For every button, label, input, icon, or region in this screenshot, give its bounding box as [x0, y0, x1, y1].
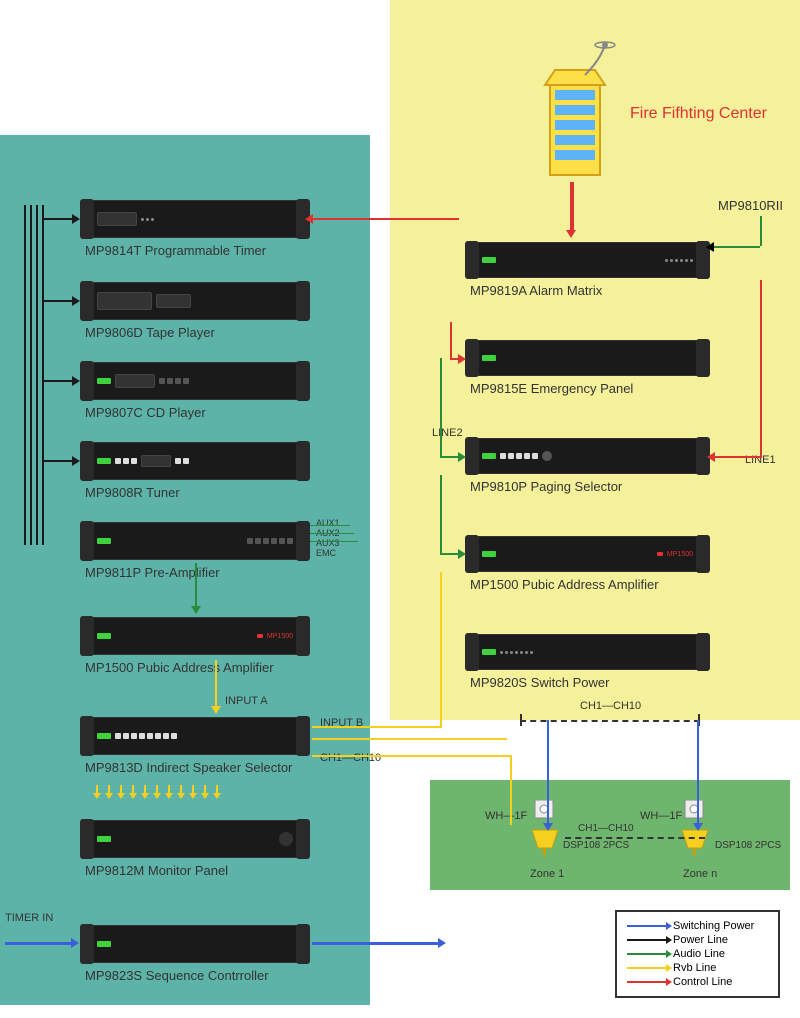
rvb-zone-v [510, 755, 512, 825]
label-sequence: MP9823S Sequence Contrroller [85, 968, 269, 983]
device-tape [80, 282, 310, 320]
pw-to-tape [42, 300, 74, 302]
label-timer: MP9814T Programmable Timer [85, 243, 266, 258]
dsp1: DSP108 2PCS [563, 840, 629, 851]
label-emergency: MP9815E Emergency Panel [470, 381, 633, 396]
sw-seq-right [312, 942, 440, 945]
audio-preamp-amp [195, 563, 197, 608]
label-alarm: MP9819A Alarm Matrix [470, 283, 602, 298]
ctrl-alarm-timer-h [311, 218, 459, 220]
green-panel [430, 780, 790, 890]
ctrl-em-h [450, 358, 460, 360]
pw-bus-4 [42, 205, 44, 545]
device-switch [465, 634, 710, 670]
pw-to-timer [42, 218, 74, 220]
wh1f-2: WH—1F [640, 810, 682, 822]
ctrl-rv1 [760, 280, 762, 458]
legend-item-2: Audio Line [673, 948, 725, 960]
device-amp1: MP1500 [80, 617, 310, 655]
zone1-label: Zone 1 [530, 868, 564, 880]
legend: Switching Power Power Line Audio Line Rv… [615, 910, 780, 998]
label-amp1: MP1500 Pubic Address Amplifier [85, 660, 274, 675]
sw-zone1-v [547, 720, 549, 825]
pw-to-cd [42, 380, 74, 382]
ctrl-em-v [450, 322, 452, 360]
line2-label: LINE2 [432, 427, 463, 439]
ctrl-line1-to-paging [713, 456, 760, 458]
sw-timer-seq [5, 942, 73, 945]
emc-label: EMC [316, 548, 336, 558]
sw-zonen-v [697, 720, 699, 825]
device-alarm [465, 242, 710, 278]
rvb-amp-sel [215, 660, 217, 708]
audio-9810-v [760, 216, 762, 246]
fire-center-label: Fire Fifhting Center [630, 105, 767, 123]
zonen-label: Zone n [683, 868, 717, 880]
audio-9810-h [712, 246, 760, 248]
ctrl-alarm-timer-end [311, 218, 312, 220]
device-amp2: MP1500 [465, 536, 710, 572]
label-tuner: MP9808R Tuner [85, 485, 180, 500]
device-tuner [80, 442, 310, 480]
legend-item-0: Switching Power [673, 920, 754, 932]
timer-in-label: TIMER IN [5, 912, 53, 924]
device-sequence [80, 925, 310, 963]
label-paging: MP9810P Paging Selector [470, 479, 622, 494]
audio-pg-amp-v [440, 475, 442, 555]
label-tape: MP9806D Tape Player [85, 325, 215, 340]
aux1-label: AUX1 [316, 518, 340, 528]
mp9810rii-label: MP9810RII [718, 198, 783, 213]
aux-h2 [310, 533, 354, 534]
pw-to-tuner [42, 460, 74, 462]
building-icon [525, 40, 625, 180]
ch1-10-label-b: CH1—CH10 [320, 752, 381, 764]
wh1f-1: WH—1F [485, 810, 527, 822]
label-preamp: MP9811P Pre-Amplifier [85, 565, 220, 580]
pw-bus-3 [36, 205, 38, 545]
device-cd [80, 362, 310, 400]
input-a-label: INPUT A [225, 695, 268, 707]
pw-bus-2 [30, 205, 32, 545]
ch-label-top: CH1—CH10 [580, 700, 641, 712]
device-preamp [80, 522, 310, 560]
device-emergency [465, 340, 710, 376]
label-amp2: MP1500 Pubic Address Amplifier [470, 577, 659, 592]
fire-to-alarm-line [570, 182, 574, 232]
ch-dashed-mid [565, 837, 705, 839]
device-monitor [80, 820, 310, 858]
dsp2: DSP108 2PCS [715, 840, 781, 851]
label-monitor: MP9812M Monitor Panel [85, 863, 228, 878]
aux-h3 [310, 541, 358, 542]
device-timer [80, 200, 310, 238]
audio-line2-h [440, 456, 460, 458]
legend-item-1: Power Line [673, 934, 728, 946]
label-speaker-sel: MP9813D Indirect Speaker Selector [85, 760, 292, 775]
legend-item-3: Rvb Line [673, 962, 716, 974]
label-switch: MP9820S Switch Power [470, 675, 609, 690]
aux-h1 [310, 525, 350, 526]
speaker-zone1 [530, 800, 580, 870]
v-tick-l-top [520, 714, 522, 726]
pw-bus-1 [24, 205, 26, 545]
rvb-zone-h [312, 755, 512, 757]
rvb-inputb-h [312, 726, 442, 728]
audio-line2-v [440, 358, 442, 458]
yellow-arrows-row [95, 785, 219, 799]
rvb-inputb-h2 [312, 738, 507, 740]
ch-mid: CH1—CH10 [578, 823, 634, 834]
device-speaker-sel [80, 717, 310, 755]
audio-pg-amp-h [440, 553, 460, 555]
legend-item-4: Control Line [673, 976, 732, 988]
speaker-zonen [680, 800, 730, 870]
aux3-label: AUX3 [316, 538, 340, 548]
rvb-inputb-v1 [440, 572, 442, 727]
label-cd: MP9807C CD Player [85, 405, 206, 420]
device-paging [465, 438, 710, 474]
